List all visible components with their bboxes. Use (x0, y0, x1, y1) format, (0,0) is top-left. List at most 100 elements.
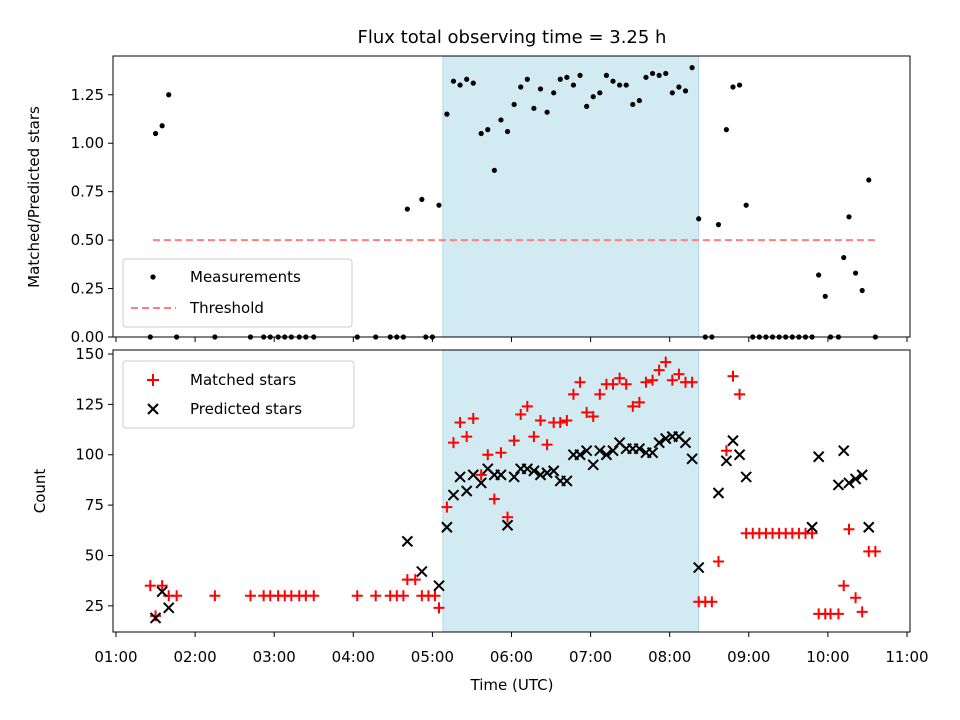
predicted-star-point (806, 521, 818, 533)
predicted-star-point (856, 469, 868, 481)
predicted-star-point (541, 467, 553, 479)
matched-star-point (850, 592, 862, 604)
top-y-ticks: 0.00 0.25 0.50 0.75 1.00 1.25 (71, 86, 113, 346)
measurement-point (419, 196, 425, 203)
top-legend-box (122, 258, 353, 328)
matched-star-point (209, 590, 221, 602)
predicted-star-point (447, 489, 460, 501)
predicted-star-point (416, 565, 428, 578)
measurement-point (597, 90, 603, 96)
measurement-point (816, 272, 822, 278)
matched-star-point (587, 410, 599, 422)
predicted-star-point (149, 612, 162, 624)
predicted-star-point (501, 519, 514, 531)
legend-threshold-label: Threshold (189, 299, 264, 317)
predicted-star-point (521, 463, 534, 475)
y-tick-label: 75 (85, 496, 104, 514)
matched-star-point (627, 400, 639, 412)
matched-star-point (640, 376, 652, 388)
matched-star-point (594, 388, 606, 400)
predicted-star-point (733, 449, 746, 461)
measurement-point (859, 287, 865, 294)
x-tick-label: 07:00 (569, 648, 612, 666)
observing-window-span (442, 55, 700, 338)
predicted-star-point (561, 475, 573, 487)
predicted-star-point (740, 471, 752, 483)
predicted-star-point (646, 447, 659, 459)
x-tick-label: 03:00 (253, 648, 296, 666)
measurement-point (846, 214, 852, 220)
matched-star-point (574, 376, 586, 388)
predicted-star-point (433, 579, 445, 592)
predicted-star-point (401, 535, 414, 548)
matched-star-point (433, 602, 445, 614)
matched-star-point (535, 415, 547, 426)
measurement-point (551, 90, 557, 96)
matched-star-point (495, 447, 507, 459)
measurement-point (723, 127, 729, 133)
matched-star-point (508, 435, 520, 447)
measurement-point (689, 65, 695, 71)
measurement-point (636, 97, 642, 104)
measurement-point (564, 74, 570, 80)
measurement-point (630, 101, 636, 108)
measurement-point (531, 105, 537, 111)
predicted-star-point (528, 465, 540, 477)
matched-star-point (528, 431, 540, 443)
predicted-star-point (441, 521, 453, 533)
y-tick-label: 125 (75, 395, 104, 413)
measurement-point (504, 128, 511, 135)
x-tick-label: 04:00 (332, 648, 375, 666)
predicted-star-point (653, 436, 665, 449)
count-points (144, 356, 881, 624)
x-tick-label: 08:00 (648, 648, 691, 666)
matched-star-point (843, 523, 855, 535)
bottom-panel: 25 50 75 100 125 150 01:00 02:00 03:00 04:00 05:0… (31, 345, 929, 694)
predicted-star-point (547, 465, 560, 477)
measurement-point (649, 70, 656, 77)
matched-star-point (561, 415, 573, 426)
matched-star-point (429, 590, 441, 602)
predicted-star-point (607, 445, 619, 457)
measurement-point (436, 202, 442, 208)
chart-title: Flux total observing time = 3.25 h (358, 27, 667, 48)
y-tick-label: 0.00 (71, 328, 104, 346)
matched-star-point (541, 439, 553, 451)
y-tick-label: 1.00 (71, 134, 104, 152)
matched-star-point (869, 545, 881, 557)
bottom-x-ticks: 01:00 02:00 03:00 04:00 05:00 06:00 07:00 08:00… (94, 632, 929, 666)
measurement-point (590, 94, 596, 100)
legend-predicted-label: Predicted stars (190, 400, 302, 418)
matched-star-point (647, 374, 659, 386)
top-panel: 0.00 0.25 0.50 0.75 1.00 1.25 Matched/Predict… (25, 55, 911, 346)
predicted-star-point (832, 479, 845, 491)
top-y-axis-label: Matched/Predicted stars (25, 106, 43, 288)
matched-star-point (666, 374, 678, 386)
y-tick-label: 150 (75, 345, 104, 363)
predicted-star-point (849, 473, 862, 485)
matched-star-point (488, 493, 500, 505)
predicted-star-point (600, 449, 613, 461)
predicted-star-point (843, 477, 855, 489)
measurement-point (524, 76, 530, 82)
top-x-ticks (115, 337, 908, 342)
y-tick-label: 100 (75, 446, 104, 464)
matched-star-point (856, 606, 868, 618)
predicted-star-point (460, 485, 473, 497)
legend-matched-marker (147, 374, 159, 386)
measurement-point (498, 117, 504, 123)
measurement-point (457, 82, 463, 88)
predicted-star-point (660, 432, 672, 445)
matched-star-point (461, 431, 473, 443)
measurement-point (603, 72, 610, 78)
matched-star-point (633, 396, 645, 408)
measurement-point (544, 109, 550, 115)
y-tick-label: 25 (85, 597, 104, 615)
measurement-point (404, 206, 410, 212)
bottom-shaded-span (442, 349, 700, 633)
measurement-point (822, 293, 828, 299)
matched-star-point (156, 580, 168, 592)
measurement-point (669, 90, 675, 96)
legend-matched-label: Matched stars (190, 371, 296, 389)
predicted-star-point (633, 442, 646, 455)
